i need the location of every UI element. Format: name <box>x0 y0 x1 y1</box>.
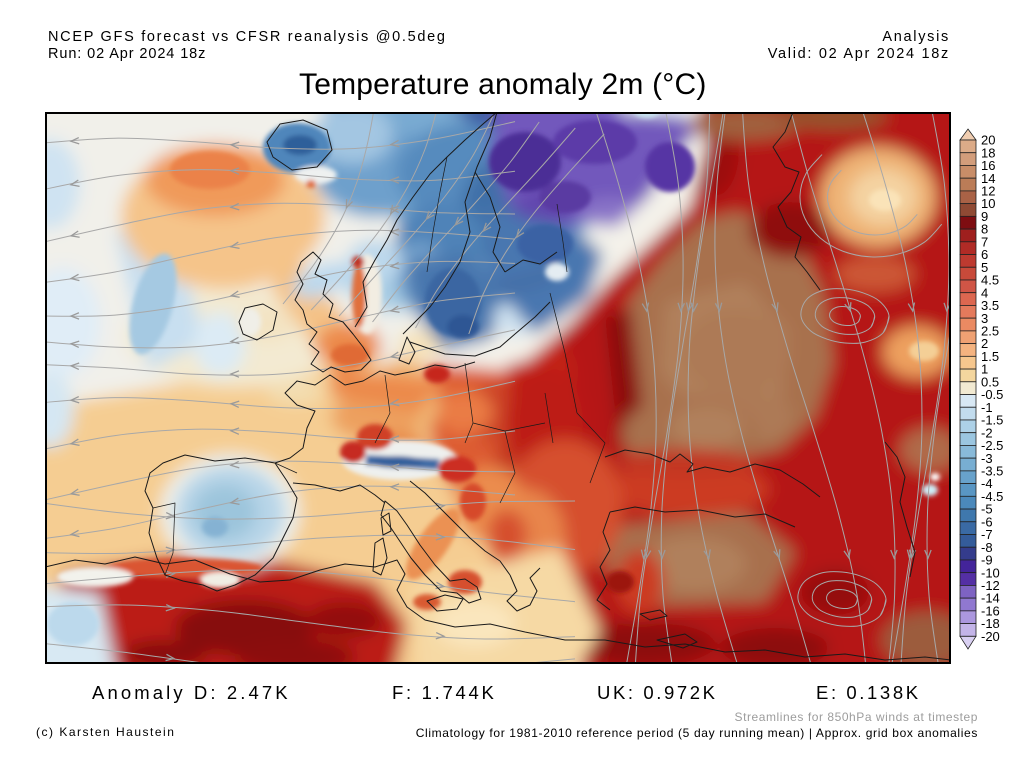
svg-text:-1.5: -1.5 <box>981 413 1003 428</box>
svg-text:7: 7 <box>981 234 988 249</box>
svg-text:-16: -16 <box>981 603 1000 618</box>
svg-text:5: 5 <box>981 260 988 275</box>
svg-text:-2: -2 <box>981 425 993 440</box>
svg-text:-9: -9 <box>981 553 993 568</box>
svg-text:-7: -7 <box>981 527 993 542</box>
svg-text:-14: -14 <box>981 591 1000 606</box>
svg-text:12: 12 <box>981 184 995 199</box>
svg-text:-4: -4 <box>981 476 993 491</box>
svg-text:-5: -5 <box>981 502 993 517</box>
svg-text:10: 10 <box>981 196 995 211</box>
svg-text:-3: -3 <box>981 451 993 466</box>
svg-text:4: 4 <box>981 285 988 300</box>
svg-text:-6: -6 <box>981 514 993 529</box>
svg-text:-2.5: -2.5 <box>981 438 1003 453</box>
svg-text:-3.5: -3.5 <box>981 463 1003 478</box>
svg-text:-1: -1 <box>981 400 993 415</box>
svg-text:-20: -20 <box>981 629 1000 644</box>
svg-text:8: 8 <box>981 222 988 237</box>
svg-text:3.5: 3.5 <box>981 298 999 313</box>
svg-text:16: 16 <box>981 158 995 173</box>
svg-text:-12: -12 <box>981 578 1000 593</box>
svg-text:0.5: 0.5 <box>981 374 999 389</box>
svg-text:3: 3 <box>981 311 988 326</box>
svg-text:6: 6 <box>981 247 988 262</box>
svg-text:20: 20 <box>981 133 995 148</box>
svg-text:18: 18 <box>981 145 995 160</box>
svg-text:4.5: 4.5 <box>981 273 999 288</box>
svg-text:2: 2 <box>981 336 988 351</box>
svg-text:1.5: 1.5 <box>981 349 999 364</box>
svg-text:-4.5: -4.5 <box>981 489 1003 504</box>
svg-text:14: 14 <box>981 171 995 186</box>
svg-text:-8: -8 <box>981 540 993 555</box>
svg-text:-10: -10 <box>981 565 1000 580</box>
svg-text:-0.5: -0.5 <box>981 387 1003 402</box>
svg-text:2.5: 2.5 <box>981 323 999 338</box>
svg-text:9: 9 <box>981 209 988 224</box>
svg-text:-18: -18 <box>981 616 1000 631</box>
svg-text:1: 1 <box>981 362 988 377</box>
